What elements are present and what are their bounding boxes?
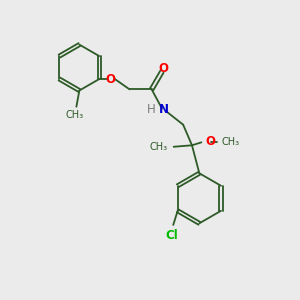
Text: CH₃: CH₃ — [221, 137, 239, 147]
Text: O: O — [158, 62, 168, 75]
Text: Cl: Cl — [165, 229, 178, 242]
Text: O: O — [105, 73, 116, 85]
Text: CH₃: CH₃ — [149, 142, 167, 152]
Text: O: O — [206, 135, 216, 148]
Text: CH₃: CH₃ — [66, 110, 84, 120]
Text: H: H — [146, 103, 155, 116]
Text: N: N — [158, 103, 168, 116]
